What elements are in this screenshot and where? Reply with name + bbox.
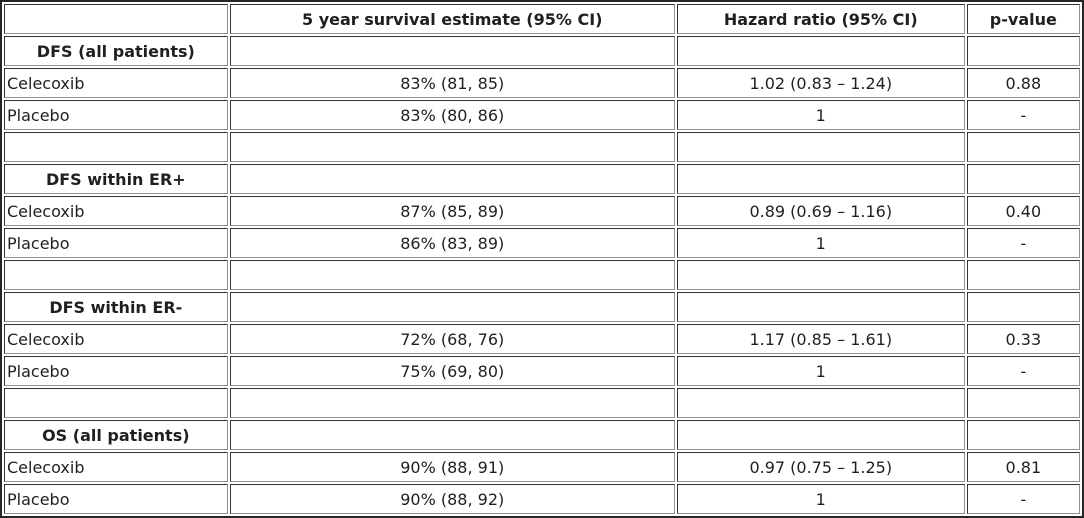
hazard-ratio-value: 1 bbox=[676, 228, 965, 258]
arm-label: Celecoxib bbox=[4, 68, 228, 98]
empty-cell bbox=[966, 260, 1080, 290]
arm-label: Placebo bbox=[4, 484, 228, 514]
survival-value: 90% (88, 92) bbox=[229, 484, 675, 514]
survival-value: 86% (83, 89) bbox=[229, 228, 675, 258]
spacer-row bbox=[4, 132, 1080, 162]
header-cell-p-value: p-value bbox=[966, 4, 1080, 34]
arm-label: Placebo bbox=[4, 228, 228, 258]
survival-value: 72% (68, 76) bbox=[229, 324, 675, 354]
arm-label: Placebo bbox=[4, 356, 228, 386]
empty-cell bbox=[4, 260, 228, 290]
empty-cell bbox=[676, 260, 965, 290]
header-row: 5 year survival estimate (95% CI) Hazard… bbox=[4, 4, 1080, 34]
empty-cell bbox=[966, 36, 1080, 66]
empty-cell bbox=[229, 132, 675, 162]
section-label: DFS within ER- bbox=[4, 292, 228, 322]
hazard-ratio-value: 1.02 (0.83 – 1.24) bbox=[676, 68, 965, 98]
p-value: 0.40 bbox=[966, 196, 1080, 226]
survival-value: 87% (85, 89) bbox=[229, 196, 675, 226]
p-value: - bbox=[966, 228, 1080, 258]
hazard-ratio-value: 1 bbox=[676, 356, 965, 386]
section-label: DFS within ER+ bbox=[4, 164, 228, 194]
table-row: Celecoxib 87% (85, 89) 0.89 (0.69 – 1.16… bbox=[4, 196, 1080, 226]
header-cell-hazard-ratio: Hazard ratio (95% CI) bbox=[676, 4, 965, 34]
empty-cell bbox=[676, 132, 965, 162]
arm-label: Celecoxib bbox=[4, 452, 228, 482]
section-label: OS (all patients) bbox=[4, 420, 228, 450]
empty-cell bbox=[966, 388, 1080, 418]
survival-value: 90% (88, 91) bbox=[229, 452, 675, 482]
spacer-row bbox=[4, 260, 1080, 290]
p-value: 0.88 bbox=[966, 68, 1080, 98]
p-value: - bbox=[966, 484, 1080, 514]
table-row: Placebo 90% (88, 92) 1 - bbox=[4, 484, 1080, 514]
hazard-ratio-value: 1.17 (0.85 – 1.61) bbox=[676, 324, 965, 354]
empty-cell bbox=[676, 420, 965, 450]
hazard-ratio-value: 1 bbox=[676, 484, 965, 514]
section-row-dfs-er-positive: DFS within ER+ bbox=[4, 164, 1080, 194]
empty-cell bbox=[229, 260, 675, 290]
empty-cell bbox=[966, 292, 1080, 322]
section-row-dfs-all: DFS (all patients) bbox=[4, 36, 1080, 66]
empty-cell bbox=[229, 36, 675, 66]
table-row: Placebo 86% (83, 89) 1 - bbox=[4, 228, 1080, 258]
survival-value: 83% (81, 85) bbox=[229, 68, 675, 98]
header-cell-survival: 5 year survival estimate (95% CI) bbox=[229, 4, 675, 34]
empty-cell bbox=[229, 388, 675, 418]
section-label: DFS (all patients) bbox=[4, 36, 228, 66]
p-value: - bbox=[966, 100, 1080, 130]
table-row: Celecoxib 72% (68, 76) 1.17 (0.85 – 1.61… bbox=[4, 324, 1080, 354]
table-row: Celecoxib 90% (88, 91) 0.97 (0.75 – 1.25… bbox=[4, 452, 1080, 482]
empty-cell bbox=[966, 132, 1080, 162]
empty-cell bbox=[676, 388, 965, 418]
p-value: 0.33 bbox=[966, 324, 1080, 354]
empty-cell bbox=[676, 164, 965, 194]
p-value: - bbox=[966, 356, 1080, 386]
survival-value: 83% (80, 86) bbox=[229, 100, 675, 130]
empty-cell bbox=[676, 36, 965, 66]
empty-cell bbox=[4, 388, 228, 418]
arm-label: Celecoxib bbox=[4, 324, 228, 354]
spacer-row bbox=[4, 388, 1080, 418]
arm-label: Placebo bbox=[4, 100, 228, 130]
empty-cell bbox=[229, 292, 675, 322]
hazard-ratio-value: 0.97 (0.75 – 1.25) bbox=[676, 452, 965, 482]
empty-cell bbox=[966, 420, 1080, 450]
empty-cell bbox=[966, 164, 1080, 194]
empty-cell bbox=[229, 420, 675, 450]
section-row-dfs-er-negative: DFS within ER- bbox=[4, 292, 1080, 322]
empty-cell bbox=[229, 164, 675, 194]
empty-cell bbox=[676, 292, 965, 322]
table-row: Celecoxib 83% (81, 85) 1.02 (0.83 – 1.24… bbox=[4, 68, 1080, 98]
section-row-os-all: OS (all patients) bbox=[4, 420, 1080, 450]
hazard-ratio-value: 1 bbox=[676, 100, 965, 130]
p-value: 0.81 bbox=[966, 452, 1080, 482]
header-cell-blank bbox=[4, 4, 228, 34]
arm-label: Celecoxib bbox=[4, 196, 228, 226]
hazard-ratio-value: 0.89 (0.69 – 1.16) bbox=[676, 196, 965, 226]
table-row: Placebo 83% (80, 86) 1 - bbox=[4, 100, 1080, 130]
table-row: Placebo 75% (69, 80) 1 - bbox=[4, 356, 1080, 386]
survival-value: 75% (69, 80) bbox=[229, 356, 675, 386]
empty-cell bbox=[4, 132, 228, 162]
